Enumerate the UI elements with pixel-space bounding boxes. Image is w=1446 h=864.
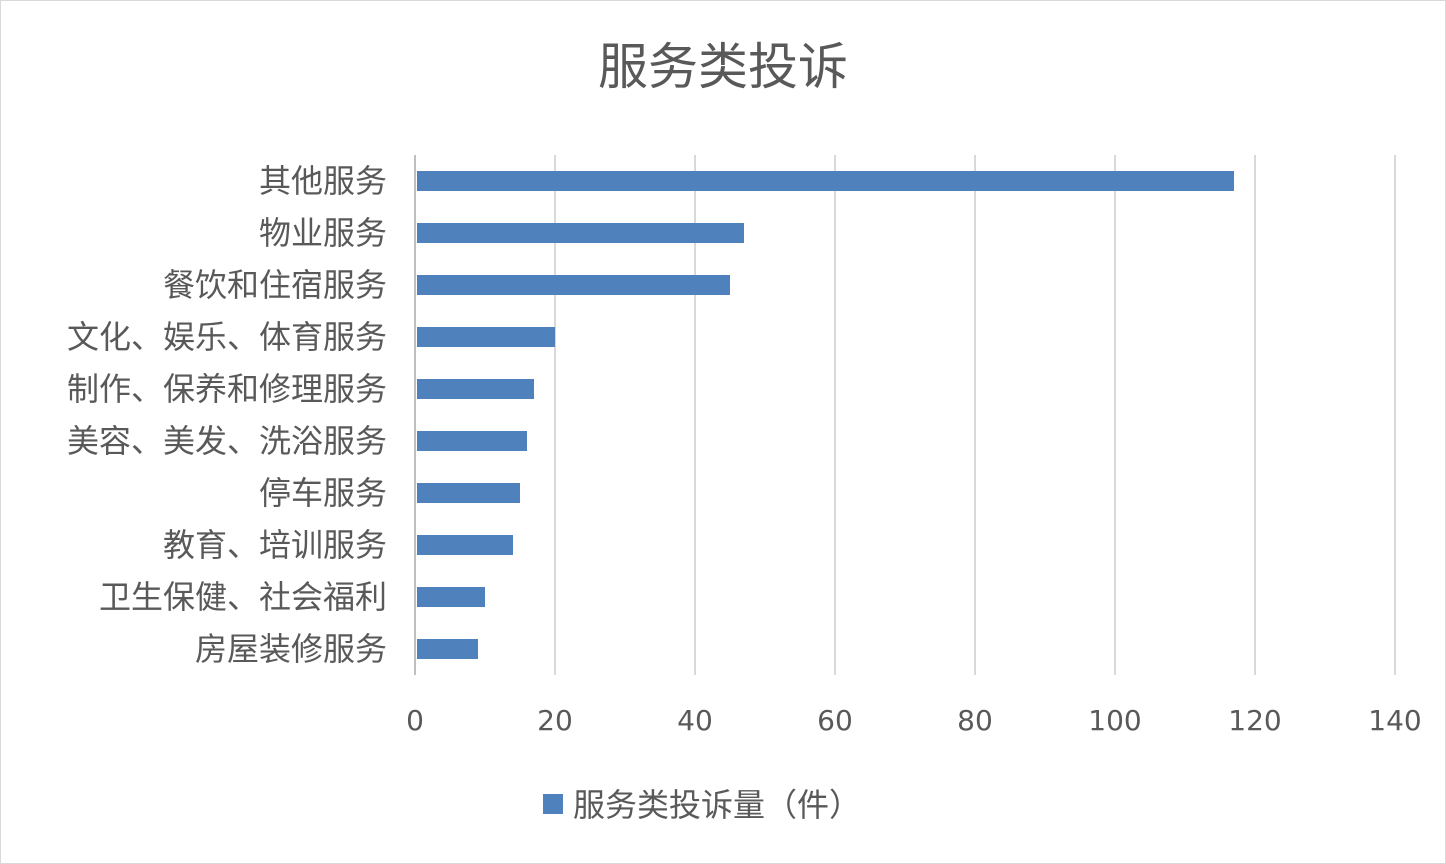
category-label: 教育、培训服务: [163, 526, 387, 564]
bar: [417, 379, 534, 399]
tick-label: 60: [817, 704, 853, 737]
legend: 服务类投诉量（件）: [543, 786, 861, 824]
bar: [417, 327, 555, 347]
category-label: 物业服务: [259, 214, 387, 252]
tick-label: 120: [1228, 704, 1281, 737]
bar-series: [417, 171, 1234, 659]
category-label: 卫生保健、社会福利: [99, 578, 387, 616]
category-label: 停车服务: [259, 474, 387, 512]
bar: [417, 535, 513, 555]
chart-title: 服务类投诉: [598, 38, 848, 96]
category-label: 美容、美发、洗浴服务: [67, 422, 387, 460]
tick-label: 0: [406, 704, 424, 737]
legend-swatch: [543, 794, 563, 814]
value-axis-tick-labels: 0 20 40 60 80 100 120 140: [406, 704, 1422, 737]
bar: [417, 275, 730, 295]
bar: [417, 431, 527, 451]
category-label: 房屋装修服务: [195, 630, 387, 668]
tick-label: 20: [537, 704, 573, 737]
bar: [417, 483, 520, 503]
category-axis-labels: 其他服务物业服务餐饮和住宿服务文化、娱乐、体育服务制作、保养和修理服务美容、美发…: [67, 162, 387, 668]
tick-label: 40: [677, 704, 713, 737]
bar: [417, 639, 478, 659]
tick-label: 100: [1088, 704, 1141, 737]
bar: [417, 171, 1234, 191]
tick-label: 80: [957, 704, 993, 737]
bar: [417, 587, 485, 607]
legend-label: 服务类投诉量（件）: [573, 786, 861, 824]
category-label: 餐饮和住宿服务: [163, 266, 387, 304]
bar: [417, 223, 744, 243]
tick-label: 140: [1368, 704, 1421, 737]
category-label: 文化、娱乐、体育服务: [67, 318, 387, 356]
category-label: 制作、保养和修理服务: [67, 370, 387, 408]
category-label: 其他服务: [259, 162, 387, 200]
